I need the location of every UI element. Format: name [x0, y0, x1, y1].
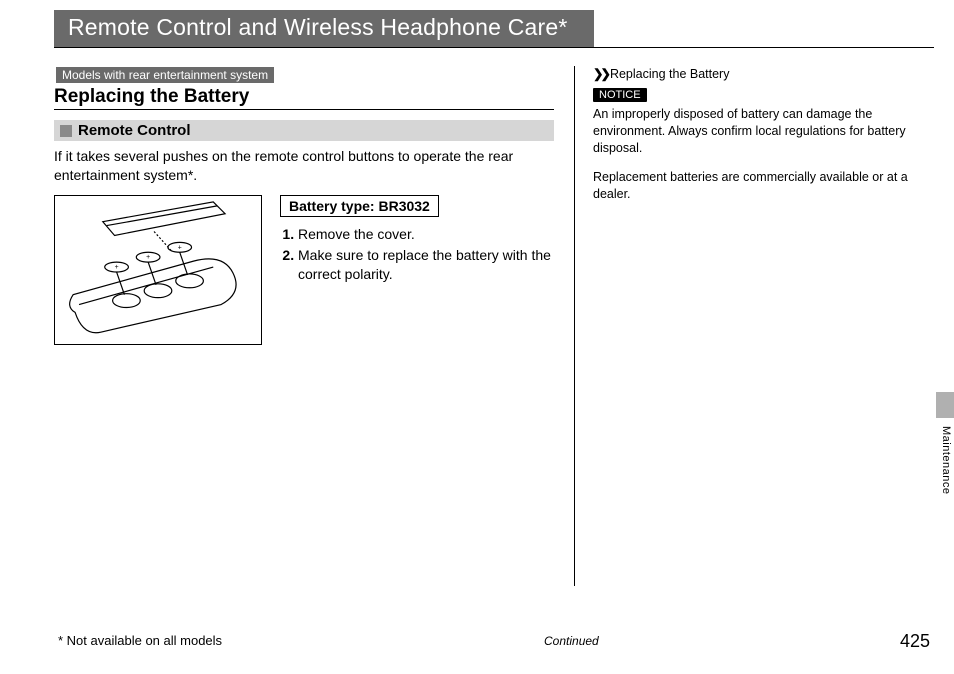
section-heading: Replacing the Battery	[54, 86, 554, 110]
battery-type-box: Battery type: BR3032	[280, 195, 439, 217]
page-number: 425	[900, 631, 930, 652]
section-tab-label: Maintenance	[940, 426, 952, 495]
subheading: Remote Control	[78, 122, 191, 139]
replacement-text: Replacement batteries are commercially a…	[593, 169, 914, 203]
svg-text:+: +	[115, 264, 119, 271]
intro-text: If it takes several pushes on the remote…	[54, 147, 554, 185]
step-1: Remove the cover.	[298, 225, 554, 244]
figure-steps-row: + + +	[54, 195, 554, 345]
page-title-bar: Remote Control and Wireless Headphone Ca…	[54, 10, 594, 47]
remote-battery-figure: + + +	[54, 195, 262, 345]
continued-label: Continued	[544, 634, 599, 648]
page-title: Remote Control and Wireless Headphone Ca…	[68, 14, 568, 40]
content-columns: Models with rear entertainment system Re…	[54, 66, 934, 586]
subheading-row: Remote Control	[54, 120, 554, 141]
chevron-right-icon: ❯❯	[593, 67, 608, 81]
steps-list: Remove the cover. Make sure to replace t…	[280, 225, 554, 284]
step-2: Make sure to replace the battery with th…	[298, 246, 554, 284]
svg-text:+: +	[146, 254, 150, 261]
crumb-text: Replacing the Battery	[610, 67, 730, 81]
notice-text: An improperly disposed of battery can da…	[593, 106, 914, 157]
left-column: Models with rear entertainment system Re…	[54, 66, 574, 586]
model-badge: Models with rear entertainment system	[56, 67, 274, 83]
svg-text:+: +	[178, 244, 182, 251]
notice-badge: NOTICE	[593, 88, 647, 102]
footnote: * Not available on all models	[58, 633, 222, 648]
title-rule	[54, 47, 934, 48]
square-bullet-icon	[60, 125, 72, 137]
steps-column: Battery type: BR3032 Remove the cover. M…	[262, 195, 554, 345]
sidebar-crumb: ❯❯Replacing the Battery	[593, 66, 914, 81]
section-tab	[936, 392, 954, 418]
right-column: ❯❯Replacing the Battery NOTICE An improp…	[574, 66, 914, 586]
